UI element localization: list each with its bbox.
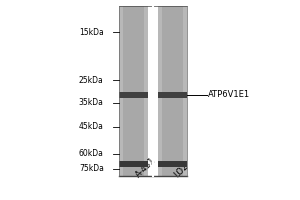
Bar bbox=[119, 6, 148, 176]
Text: LO2: LO2 bbox=[172, 162, 190, 179]
Text: 60kDa: 60kDa bbox=[79, 149, 104, 158]
Bar bbox=[158, 161, 187, 167]
Bar bbox=[158, 6, 187, 176]
Bar bbox=[183, 6, 187, 176]
Text: 75kDa: 75kDa bbox=[79, 164, 104, 173]
Bar bbox=[144, 6, 148, 176]
Text: A-431: A-431 bbox=[134, 156, 157, 179]
Text: ATP6V1E1: ATP6V1E1 bbox=[208, 90, 250, 99]
Text: 25kDa: 25kDa bbox=[79, 76, 104, 85]
Bar bbox=[158, 92, 187, 98]
Bar bbox=[119, 161, 148, 167]
Text: 45kDa: 45kDa bbox=[79, 122, 104, 131]
Text: 35kDa: 35kDa bbox=[79, 98, 104, 107]
Bar bbox=[119, 6, 123, 176]
Bar bbox=[158, 6, 162, 176]
Text: 15kDa: 15kDa bbox=[79, 28, 104, 37]
Bar bbox=[119, 92, 148, 98]
